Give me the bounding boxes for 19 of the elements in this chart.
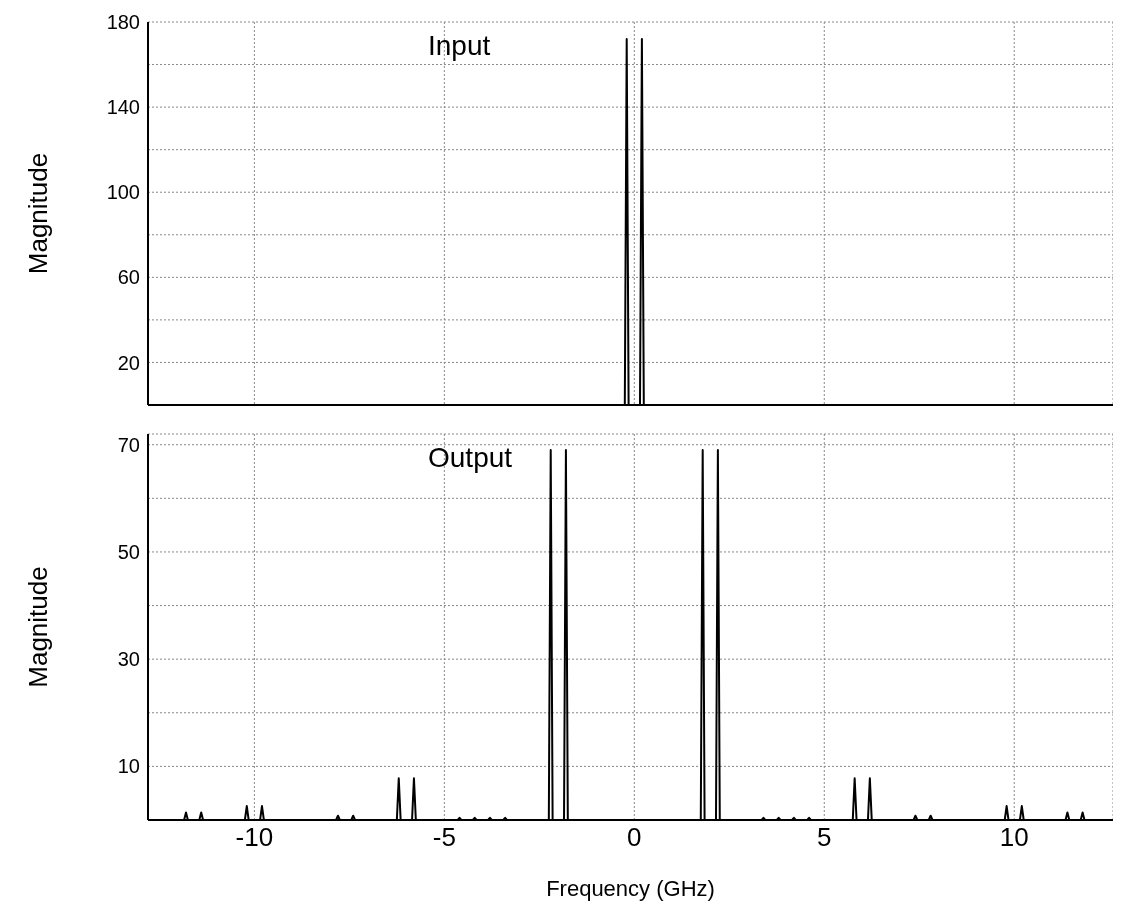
y-axis-title: Magnitude xyxy=(23,566,54,688)
x-tick-label: 5 xyxy=(817,822,832,853)
y-tick-label: 10 xyxy=(117,755,140,778)
y-tick-label: 50 xyxy=(117,541,140,564)
annotation: Input xyxy=(428,30,491,62)
y-axis-title: Magnitude xyxy=(23,152,54,275)
x-tick-label: -10 xyxy=(235,822,274,853)
annotation: Output xyxy=(428,442,513,474)
x-axis-title: Frequency (GHz) xyxy=(546,876,715,901)
y-tick-label: 100 xyxy=(106,181,140,204)
x-tick-label: 0 xyxy=(627,822,642,853)
y-tick-label: 20 xyxy=(117,351,140,374)
y-tick-label: 30 xyxy=(117,648,140,671)
y-tick-label: 70 xyxy=(117,433,140,456)
y-tick-label: 140 xyxy=(106,96,140,119)
y-tick-label: 180 xyxy=(106,11,140,34)
y-tick-label: 60 xyxy=(117,266,140,289)
x-tick-label: -5 xyxy=(432,822,456,853)
x-tick-label: 10 xyxy=(999,822,1029,853)
